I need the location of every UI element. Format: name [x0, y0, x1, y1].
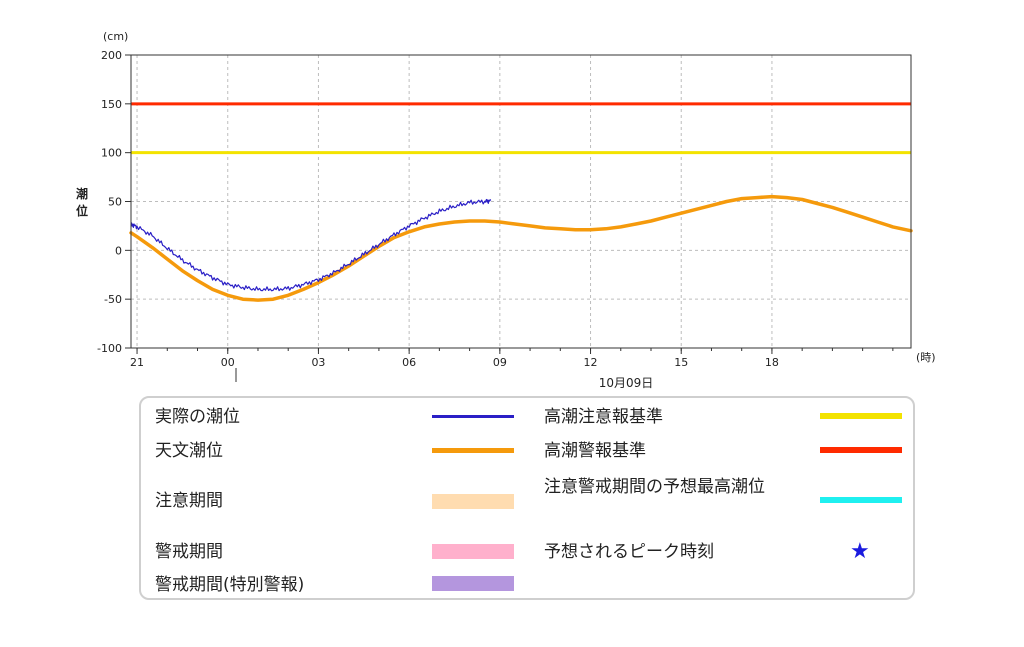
- legend-box: 実際の潮位 天文潮位 注意期間 警戒期間 警戒期間(特別警報) 高潮注意報基準 …: [139, 396, 915, 600]
- date-label: 10月09日: [599, 376, 654, 390]
- y-tick-label: 150: [101, 98, 122, 111]
- legend-label-warning-std: 高潮警報基準: [544, 441, 646, 461]
- legend-swatch-forecast-max: [820, 497, 902, 503]
- series-layer: [129, 194, 913, 302]
- legend-label-actual: 実際の潮位: [155, 407, 240, 427]
- x-unit-label: (時): [916, 351, 936, 364]
- y-tick-label: 100: [101, 147, 122, 160]
- x-tick-label: 03: [311, 356, 325, 369]
- legend-label-forecast-max: 注意警戒期間の予想最高潮位: [544, 477, 765, 497]
- x-tick-label: 09: [493, 356, 507, 369]
- x-tick-label: 06: [402, 356, 416, 369]
- legend-label-special-period: 警戒期間(特別警報): [155, 575, 305, 595]
- x-axis: 21 00 03 06 09 12 15 18: [130, 348, 894, 369]
- legend-label-astro: 天文潮位: [155, 441, 223, 461]
- tide-chart: 200 150 100 50 0 -50 -100 21 00 03 06 09 12 15 18 (cm…: [76, 30, 936, 390]
- y-tick-label: 0: [115, 244, 122, 257]
- star-icon: ★: [850, 539, 870, 564]
- legend-swatch-special-period: [432, 576, 514, 591]
- y-unit-label: (cm): [103, 30, 128, 43]
- y-axis-title-char-1: 潮: [76, 186, 88, 201]
- x-tick-label: 15: [674, 356, 688, 369]
- x-tick-label: 12: [584, 356, 598, 369]
- legend-swatch-advisory-std: [820, 413, 902, 419]
- legend-swatch-actual: [432, 415, 514, 418]
- legend-label-caution-period: 注意期間: [155, 491, 223, 511]
- y-axis: 200 150 100 50 0 -50 -100: [97, 49, 131, 355]
- series-astronomical-tide: [129, 194, 913, 302]
- x-tick-label: 18: [765, 356, 779, 369]
- legend-swatch-caution-period: [432, 494, 514, 509]
- legend-swatch-warning-std: [820, 447, 902, 453]
- legend-swatch-astro: [432, 448, 514, 453]
- threshold-lines: [131, 102, 911, 155]
- legend-label-peak-time: 予想されるピーク時刻: [544, 542, 714, 562]
- y-tick-label: -50: [104, 293, 122, 306]
- y-axis-title-char-2: 位: [76, 203, 88, 218]
- x-tick-label: 00: [221, 356, 235, 369]
- y-tick-label: 200: [101, 49, 122, 62]
- y-tick-label: -100: [97, 342, 122, 355]
- legend-swatch-warning-period: [432, 544, 514, 559]
- y-tick-label: 50: [108, 196, 122, 209]
- series-actual-tide: [131, 198, 492, 292]
- legend-label-advisory-std: 高潮注意報基準: [544, 407, 663, 427]
- x-tick-label: 21: [130, 356, 144, 369]
- legend-label-warning-period: 警戒期間: [155, 542, 223, 562]
